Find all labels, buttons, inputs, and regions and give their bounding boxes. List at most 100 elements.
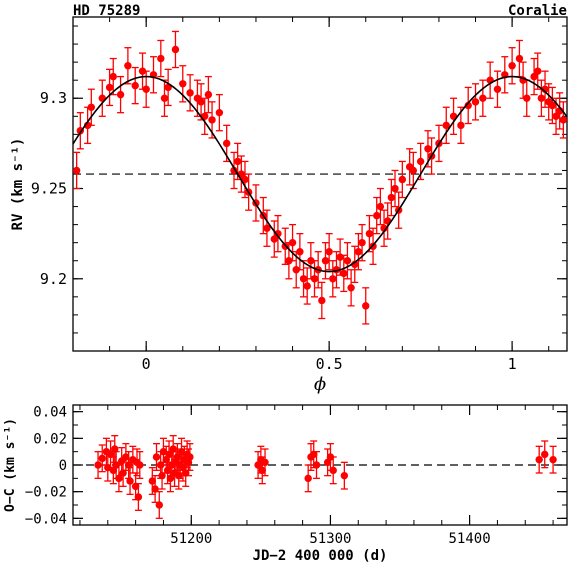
residuals-data-points: [94, 435, 557, 519]
rv-data-point: [376, 187, 385, 226]
rv-data-point: [318, 281, 326, 320]
rv-marker: [160, 94, 169, 102]
residuals-marker: [177, 447, 186, 456]
rv-data-point: [321, 242, 330, 280]
rv-data-point: [523, 79, 531, 117]
rv-marker: [358, 238, 366, 247]
rv-y-axis-label: RV (km s⁻¹): [10, 138, 26, 231]
residuals-x-tick-label: 51400: [449, 531, 491, 547]
rv-marker: [303, 282, 311, 290]
rv-marker: [523, 94, 531, 102]
rv-marker: [559, 116, 568, 124]
rv-marker: [416, 157, 425, 166]
rv-model-curve: [72, 75, 568, 273]
rv-data-point: [307, 242, 315, 280]
rv-marker: [530, 72, 538, 81]
rv-data-point: [486, 61, 494, 99]
rv-y-tick-label: 9.25: [31, 180, 67, 198]
rv-data-point: [270, 220, 278, 258]
rv-data-point: [534, 52, 542, 90]
rv-data-point: [157, 39, 165, 78]
rv-data-point: [398, 160, 407, 199]
rv-data-point: [149, 56, 158, 94]
rv-marker: [552, 112, 560, 120]
rv-x-tick-label: 1: [508, 355, 517, 373]
rv-data-point: [409, 151, 418, 190]
residuals-marker: [151, 485, 159, 493]
residuals-marker: [136, 461, 144, 469]
rv-x-tick-label: 0: [142, 355, 151, 373]
rv-marker: [116, 90, 125, 99]
rv-data-point: [186, 74, 194, 112]
residuals-marker: [312, 461, 321, 469]
residuals-x-tick-label: 51200: [170, 531, 212, 547]
rv-data-point: [559, 101, 568, 139]
residuals-marker: [535, 455, 543, 464]
residuals-marker: [159, 447, 168, 456]
rv-marker: [186, 89, 194, 97]
rv-data-point: [131, 66, 139, 105]
residuals-marker: [152, 453, 161, 461]
rv-marker: [321, 257, 330, 265]
residuals-y-tick-label: 0.02: [33, 431, 67, 447]
residuals-data-point: [261, 448, 269, 477]
residuals-marker: [186, 453, 194, 461]
rv-marker: [548, 101, 557, 110]
rv-data-point: [358, 223, 366, 262]
rv-data-point: [98, 79, 106, 117]
residuals-marker: [158, 471, 166, 480]
residuals-data-point: [304, 464, 312, 493]
residuals-y-tick-label: 0.04: [33, 405, 67, 421]
residuals-data-point: [541, 440, 549, 469]
rv-marker: [138, 67, 147, 75]
rv-data-point: [76, 112, 85, 150]
rv-marker: [288, 238, 297, 247]
rv-marker: [336, 253, 344, 261]
residuals-marker: [549, 455, 557, 464]
residuals-marker: [134, 493, 143, 501]
rv-marker: [296, 248, 304, 256]
rv-marker: [351, 260, 359, 269]
rv-marker: [307, 257, 315, 265]
rv-marker: [457, 121, 465, 130]
header-left-label: HD 75289: [73, 3, 140, 19]
residuals-marker: [148, 477, 157, 485]
rv-marker: [424, 145, 432, 153]
residuals-data-point: [94, 451, 102, 479]
rv-marker: [347, 284, 355, 292]
residuals-marker: [126, 477, 134, 485]
rv-data-point: [116, 75, 125, 114]
rv-marker: [142, 85, 150, 93]
rv-marker: [391, 184, 399, 193]
residuals-data-point: [152, 443, 161, 471]
residuals-data-point: [535, 445, 543, 474]
residuals-y-tick-label: −0.04: [25, 511, 67, 527]
rv-data-point: [230, 151, 238, 190]
rv-data-point: [263, 209, 271, 247]
residuals-marker: [165, 450, 173, 459]
rv-data-point: [343, 242, 352, 280]
rv-data-point: [299, 260, 308, 298]
rv-data-point: [274, 214, 282, 253]
residuals-marker: [258, 466, 266, 475]
residuals-data-point: [111, 435, 119, 463]
rv-data-point: [351, 245, 359, 284]
rv-data-point: [537, 79, 546, 117]
rv-marker: [274, 229, 282, 238]
rv-data-point: [501, 56, 509, 94]
residuals-marker: [119, 469, 127, 477]
residuals-marker: [94, 461, 102, 469]
rv-axis-ticks: 0 0.5 1 9.2 9.25 9.3: [31, 17, 567, 373]
residuals-marker: [261, 458, 269, 467]
rv-marker: [442, 121, 450, 130]
rv-data-point: [464, 86, 472, 125]
rv-marker: [362, 302, 370, 310]
residuals-data-point: [186, 443, 194, 471]
rv-marker: [204, 90, 213, 99]
header-right-label: Coralie: [508, 3, 567, 19]
rv-marker: [365, 229, 374, 238]
rv-data-point: [373, 196, 381, 235]
rv-marker: [373, 211, 381, 220]
rv-data-point: [479, 79, 487, 117]
residuals-marker: [304, 474, 312, 483]
